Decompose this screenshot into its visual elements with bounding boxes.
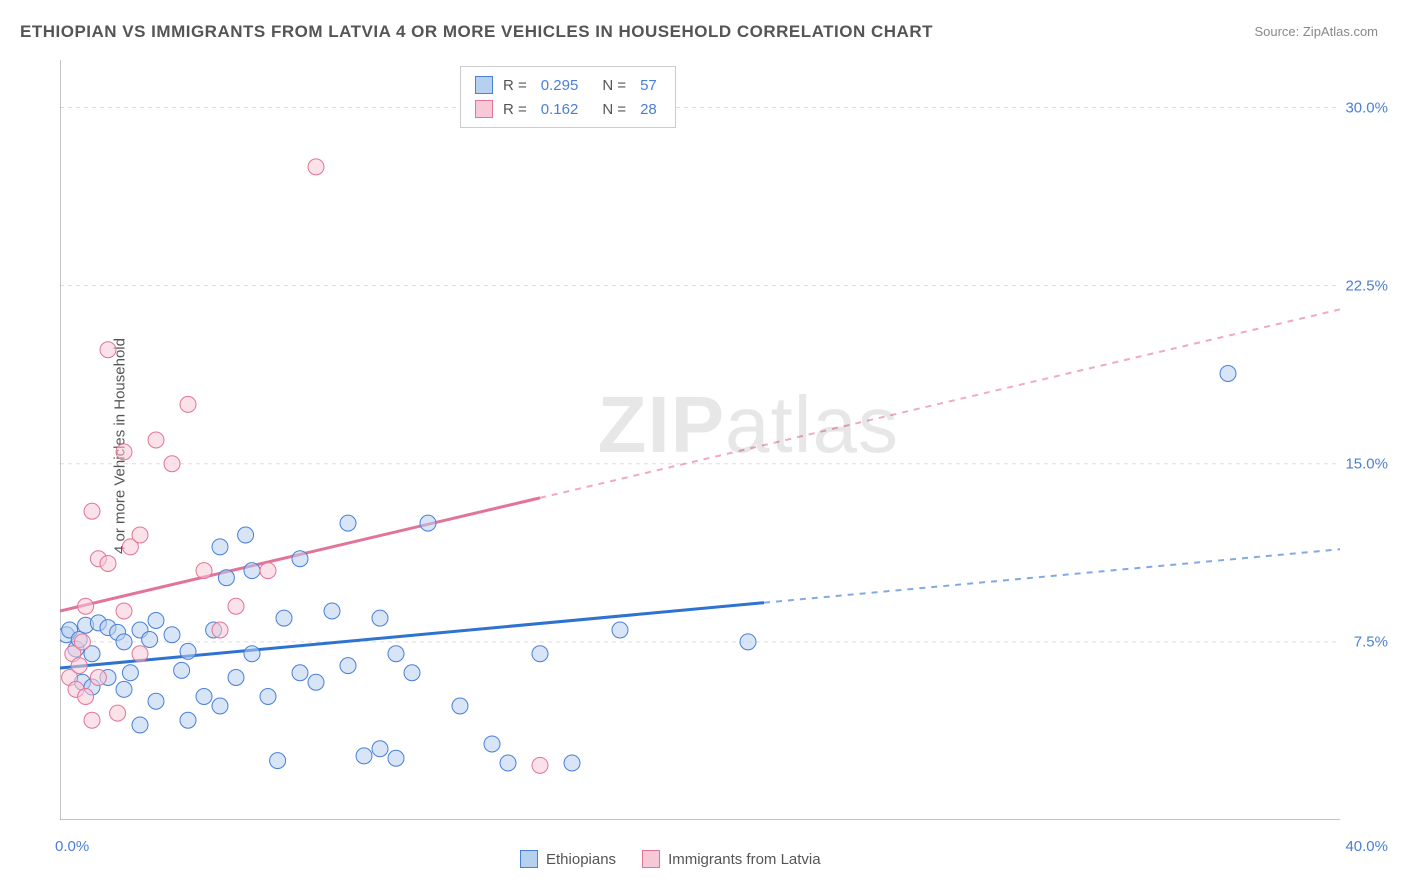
data-point [372,741,388,757]
legend-swatch [475,100,493,118]
y-tick-label: 22.5% [1345,277,1388,294]
data-point [100,556,116,572]
data-point [196,689,212,705]
data-point [532,757,548,773]
data-point [740,634,756,650]
data-point [532,646,548,662]
y-tick-label: 7.5% [1354,633,1388,650]
stat-r-value: 0.295 [541,77,579,94]
data-point [404,665,420,681]
data-point [180,643,196,659]
stat-n-value: 57 [640,77,657,94]
data-point [500,755,516,771]
x-tick-label-min: 0.0% [55,838,89,855]
data-point [340,515,356,531]
data-point [132,717,148,733]
y-tick-label: 15.0% [1345,455,1388,472]
data-point [84,503,100,519]
data-point [356,748,372,764]
data-point [212,539,228,555]
data-point [1220,366,1236,382]
trend-line-dashed [540,309,1340,498]
data-point [244,646,260,662]
data-point [180,396,196,412]
data-point [612,622,628,638]
data-point [116,444,132,460]
data-point [324,603,340,619]
data-point [196,563,212,579]
data-point [100,342,116,358]
stat-n-label: N = [602,77,626,94]
source-label: Source: ZipAtlas.com [1254,24,1378,39]
data-point [78,689,94,705]
data-point [420,515,436,531]
data-point [292,665,308,681]
data-point [74,634,90,650]
data-point [452,698,468,714]
data-point [484,736,500,752]
bottom-legend-item: Immigrants from Latvia [642,850,821,868]
data-point [308,159,324,175]
plot-svg [60,60,1340,820]
data-point [84,712,100,728]
data-point [276,610,292,626]
data-point [564,755,580,771]
legend-swatch [475,76,493,94]
data-point [228,598,244,614]
data-point [372,610,388,626]
trend-line-dashed [764,549,1340,602]
data-point [110,705,126,721]
legend-series-name: Immigrants from Latvia [668,851,821,868]
data-point [148,693,164,709]
data-point [148,432,164,448]
stat-n-label: N = [602,101,626,118]
data-point [71,658,87,674]
data-point [238,527,254,543]
data-point [116,681,132,697]
data-point [244,563,260,579]
data-point [148,613,164,629]
data-point [164,456,180,472]
data-point [260,563,276,579]
stat-n-value: 28 [640,101,657,118]
data-point [292,551,308,567]
bottom-legend: Ethiopians Immigrants from Latvia [520,850,821,868]
stat-legend-row: R = 0.162 N = 28 [475,97,661,121]
data-point [132,527,148,543]
data-point [116,603,132,619]
legend-swatch [642,850,660,868]
data-point [142,632,158,648]
bottom-legend-item: Ethiopians [520,850,616,868]
data-point [228,670,244,686]
y-tick-label: 30.0% [1345,99,1388,116]
data-point [308,674,324,690]
data-point [212,698,228,714]
data-point [388,750,404,766]
legend-series-name: Ethiopians [546,851,616,868]
data-point [90,670,106,686]
stat-legend: R = 0.295 N = 57 R = 0.162 N = 28 [460,66,676,128]
data-point [270,753,286,769]
data-point [122,665,138,681]
chart-title: ETHIOPIAN VS IMMIGRANTS FROM LATVIA 4 OR… [20,22,933,42]
data-point [116,634,132,650]
data-point [78,598,94,614]
data-point [174,662,190,678]
legend-swatch [520,850,538,868]
x-tick-label-max: 40.0% [1345,838,1388,855]
data-point [212,622,228,638]
stat-r-label: R = [503,101,527,118]
stat-r-label: R = [503,77,527,94]
data-point [340,658,356,674]
plot-area [60,60,1340,820]
data-point [388,646,404,662]
data-point [180,712,196,728]
data-point [164,627,180,643]
data-point [132,646,148,662]
stat-legend-row: R = 0.295 N = 57 [475,73,661,97]
stat-r-value: 0.162 [541,101,579,118]
correlation-chart: ETHIOPIAN VS IMMIGRANTS FROM LATVIA 4 OR… [0,0,1406,892]
data-point [260,689,276,705]
data-point [218,570,234,586]
